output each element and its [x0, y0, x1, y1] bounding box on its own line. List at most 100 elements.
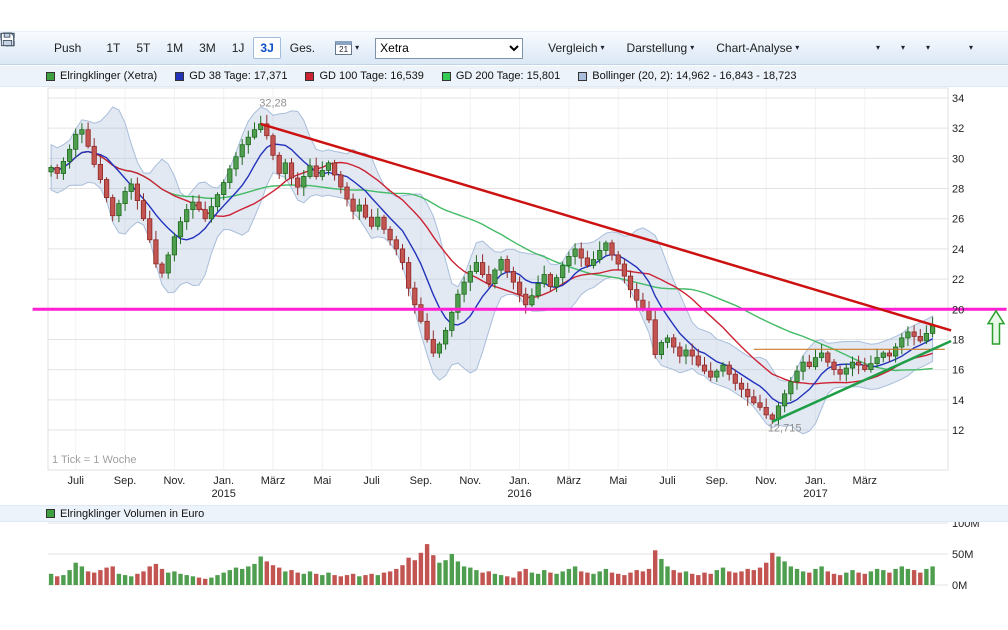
svg-text:2016: 2016 — [507, 488, 531, 500]
menu-chart-analyse-button[interactable]: Chart-Analyse ▾ — [709, 37, 806, 59]
calendar-day: 21 — [339, 45, 349, 54]
svg-text:Jan.: Jan. — [805, 475, 826, 487]
legend-label: GD 100 Tage: 16,539 — [319, 70, 424, 82]
menu-group: Vergleich ▾ Darstellung ▾ Chart-Analyse ▾ — [537, 37, 810, 59]
legend-label: GD 200 Tage: 15,801 — [455, 70, 561, 82]
menu-label: Chart-Analyse — [716, 41, 793, 55]
resistance-trend-line[interactable] — [260, 122, 952, 332]
save-button[interactable]: ▾ — [0, 32, 978, 55]
svg-text:Nov.: Nov. — [459, 475, 481, 487]
svg-text:28: 28 — [952, 184, 964, 196]
svg-text:2015: 2015 — [211, 488, 235, 500]
svg-text:Nov.: Nov. — [755, 475, 777, 487]
indicator-legend: Elringklinger (Xetra) GD 38 Tage: 17,371 G… — [0, 66, 1008, 87]
svg-text:30: 30 — [952, 153, 964, 165]
menu-label: Darstellung — [626, 41, 688, 55]
bollinger-band — [50, 106, 934, 435]
chevron-down-icon: ▾ — [900, 43, 905, 52]
volume-legend: Elringklinger Volumen in Euro — [0, 505, 1008, 522]
legend-item: GD 200 Tage: 15,801 — [441, 70, 561, 82]
chevron-down-icon: ▾ — [600, 43, 605, 52]
y-axis-labels: 34 32 30 28 26 24 22 20 18 16 14 12 — [952, 93, 964, 437]
chart-tools-button[interactable]: ▾ — [0, 32, 910, 55]
calendar-icon: 21 — [335, 41, 353, 55]
volume-bars-group — [48, 544, 935, 585]
legend-label: Elringklinger (Xetra) — [60, 70, 158, 82]
svg-text:2017: 2017 — [803, 488, 827, 500]
zoom-in-button[interactable]: ▾ — [1, 33, 935, 55]
legend-label: Bollinger (20, 2): 14,962 - 16,843 - 18,… — [592, 70, 797, 82]
svg-text:Mai: Mai — [609, 475, 627, 487]
svg-text:24: 24 — [952, 244, 964, 256]
timeframe-group: 1T 5T 1M 3M 1J 3J Ges. — [98, 37, 323, 59]
exchange-select[interactable]: Xetra — [375, 37, 524, 59]
chevron-down-icon: ▾ — [875, 43, 880, 52]
legend-item: Elringklinger Volumen in Euro — [46, 508, 204, 520]
menu-label: Vergleich — [548, 41, 598, 55]
svg-text:0M: 0M — [952, 580, 967, 592]
svg-text:50M: 50M — [952, 549, 973, 561]
chevron-down-icon: ▾ — [795, 43, 800, 52]
timeframe-3m-button[interactable]: 3M — [192, 37, 223, 59]
legend-label: GD 38 Tage: 17,371 — [189, 70, 288, 82]
legend-item: GD 100 Tage: 16,539 — [305, 70, 424, 82]
timeframe-ges-button[interactable]: Ges. — [283, 37, 322, 59]
legend-color-swatch — [175, 71, 185, 81]
legend-color-swatch — [46, 509, 55, 518]
legend-item: Elringklinger (Xetra) — [46, 70, 157, 82]
svg-text:Sep.: Sep. — [706, 475, 729, 487]
tick-note: 1 Tick = 1 Woche — [52, 454, 136, 466]
legend-color-swatch — [305, 71, 315, 81]
toolbar-icon-group: ▾ ▾ ▾ ▾ — [0, 32, 982, 55]
svg-text:Juli: Juli — [659, 475, 676, 487]
chevron-down-icon: ▾ — [925, 43, 930, 52]
svg-text:12: 12 — [952, 425, 964, 437]
chevron-down-icon: ▾ — [968, 43, 973, 52]
legend-label: Elringklinger Volumen in Euro — [60, 507, 205, 520]
calendar-button[interactable]: 21 ▾ — [335, 41, 359, 55]
legend-color-swatch — [578, 71, 588, 81]
svg-text:32: 32 — [952, 123, 964, 135]
legend-item: GD 38 Tage: 17,371 — [175, 70, 287, 82]
timeframe-5t-button[interactable]: 5T — [129, 37, 157, 59]
svg-text:März: März — [261, 475, 285, 487]
chart-annotation: 32,28 — [259, 97, 287, 109]
svg-text:März: März — [853, 475, 877, 487]
svg-text:26: 26 — [952, 214, 964, 226]
timeframe-1t-button[interactable]: 1T — [99, 37, 127, 59]
svg-text:22: 22 — [952, 274, 964, 286]
gear-button[interactable]: ▾ — [0, 32, 885, 55]
svg-text:Nov.: Nov. — [163, 475, 185, 487]
svg-text:Jan.: Jan. — [509, 475, 530, 487]
chevron-down-icon: ▾ — [355, 43, 360, 52]
svg-text:Juli: Juli — [363, 475, 380, 487]
push-button[interactable]: Push — [47, 37, 88, 59]
candles-group — [48, 114, 936, 425]
legend-item: Bollinger (20, 2): 14,962 - 16,843 - 18,… — [578, 70, 797, 82]
printer-button[interactable] — [0, 32, 953, 51]
legend-color-swatch — [441, 71, 451, 81]
chevron-down-icon: ▾ — [690, 43, 695, 52]
timeframe-1j-button[interactable]: 1J — [225, 37, 252, 59]
svg-text:März: März — [557, 475, 581, 487]
menu-vergleich-button[interactable]: Vergleich ▾ — [541, 37, 611, 59]
svg-text:34: 34 — [952, 93, 964, 105]
signal-arrow-icon[interactable] — [986, 309, 1006, 345]
svg-text:Sep.: Sep. — [410, 475, 433, 487]
timeframe-1m-button[interactable]: 1M — [159, 37, 190, 59]
volume-gridlines — [48, 522, 948, 586]
menu-darstellung-button[interactable]: Darstellung ▾ — [620, 37, 702, 59]
svg-text:Juli: Juli — [67, 475, 84, 487]
support-trend-line[interactable] — [771, 339, 952, 423]
chart-toolbar: Push 1T 5T 1M 3M 1J 3J Ges. 21 ▾ Xetra Verglei… — [0, 31, 1008, 65]
svg-text:Mai: Mai — [313, 475, 331, 487]
svg-text:14: 14 — [952, 395, 964, 407]
svg-text:Jan.: Jan. — [213, 475, 234, 487]
gd200-line — [50, 150, 933, 372]
svg-text:18: 18 — [952, 334, 964, 346]
timeframe-3j-button[interactable]: 3J — [253, 37, 281, 59]
